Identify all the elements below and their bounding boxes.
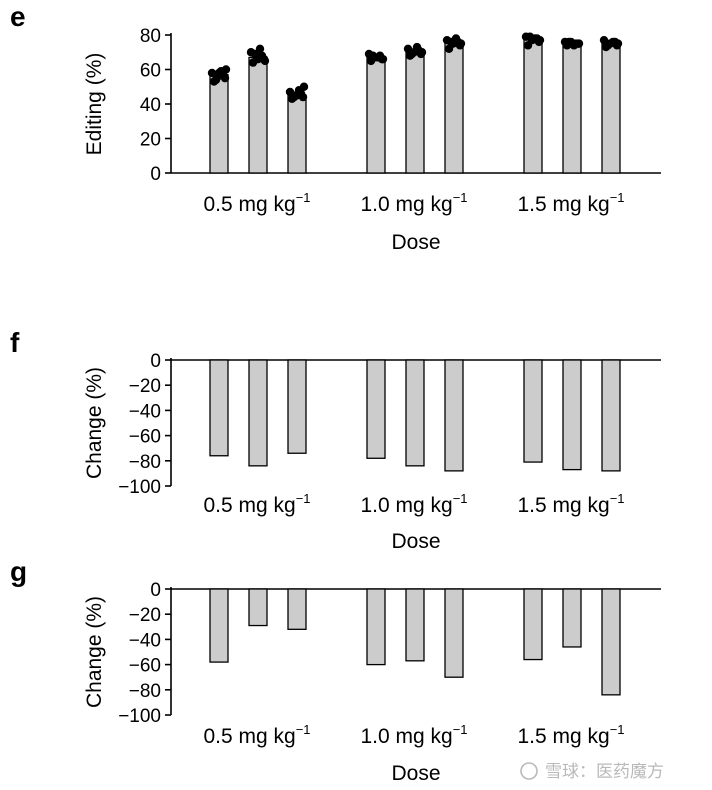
data-point bbox=[368, 51, 378, 60]
bar bbox=[523, 588, 543, 661]
x-axis-title: Dose bbox=[391, 762, 440, 785]
data-point bbox=[255, 44, 265, 53]
bar bbox=[444, 588, 464, 678]
category-label: 1.5 mg kg−1 bbox=[517, 190, 624, 216]
data-point bbox=[221, 65, 231, 74]
panel-letter: e bbox=[10, 1, 26, 32]
y-tick-label: 0 bbox=[150, 351, 161, 372]
bar bbox=[562, 42, 582, 174]
watermark: 雪球：医药魔方 bbox=[520, 762, 664, 782]
y-tick-label: 0 bbox=[150, 164, 161, 185]
data-point bbox=[446, 37, 456, 47]
data-point bbox=[211, 75, 221, 85]
data-point bbox=[207, 68, 217, 78]
y-tick-label: −20 bbox=[129, 376, 161, 397]
bar bbox=[209, 74, 229, 174]
category-label: 1.0 mg kg−1 bbox=[360, 190, 467, 216]
y-tick-label: 80 bbox=[140, 26, 161, 47]
y-axis-title: Change (%) bbox=[83, 596, 106, 708]
bar bbox=[562, 359, 582, 471]
bar bbox=[287, 588, 307, 630]
category-label: 0.5 mg kg−1 bbox=[203, 722, 310, 748]
bar bbox=[366, 588, 386, 666]
bar bbox=[523, 359, 543, 463]
category-label: 1.5 mg kg−1 bbox=[517, 491, 624, 517]
data-point bbox=[613, 39, 623, 48]
category-label: 0.5 mg kg−1 bbox=[203, 491, 310, 517]
data-point bbox=[407, 49, 417, 59]
bar bbox=[209, 359, 229, 457]
data-point bbox=[603, 41, 613, 50]
data-point bbox=[564, 37, 574, 47]
category-label: 0.5 mg kg−1 bbox=[203, 190, 310, 216]
panel-e: e Editing (%) 0 20 40 60 80 0.5 mg kg−1 1.0 mg k… bbox=[10, 1, 661, 254]
data-point bbox=[378, 54, 388, 64]
panel-f: f Change (%) 0 −20 −40 −60 −80 −100 0.5 mg kg−1 1… bbox=[10, 327, 661, 553]
data-point bbox=[299, 82, 309, 91]
snowball-logo-icon bbox=[520, 762, 538, 780]
panel-letter: f bbox=[10, 327, 20, 358]
data-point bbox=[417, 48, 427, 57]
watermark-text: 雪球：医药魔方 bbox=[545, 762, 664, 782]
y-tick-label: −100 bbox=[118, 706, 161, 727]
data-point bbox=[412, 42, 422, 52]
bar bbox=[444, 41, 464, 174]
bar bbox=[287, 359, 307, 454]
y-tick-label: −40 bbox=[129, 401, 161, 422]
panel-letter: g bbox=[10, 556, 27, 587]
data-point bbox=[260, 56, 270, 66]
bar bbox=[405, 51, 425, 174]
bar bbox=[601, 588, 621, 696]
y-tick-label: −60 bbox=[129, 427, 161, 448]
y-axis-title: Editing (%) bbox=[83, 53, 106, 156]
bar bbox=[601, 42, 621, 174]
data-point bbox=[253, 54, 263, 64]
y-tick-label: −60 bbox=[129, 656, 161, 677]
bar bbox=[209, 588, 229, 663]
y-tick-label: −40 bbox=[129, 630, 161, 651]
bar bbox=[523, 37, 543, 174]
bar bbox=[405, 588, 425, 662]
bar bbox=[248, 359, 268, 467]
y-tick-label: −80 bbox=[129, 681, 161, 702]
y-tick-label: 40 bbox=[140, 95, 161, 116]
bar bbox=[562, 588, 582, 648]
x-axis-title: Dose bbox=[391, 231, 440, 254]
category-label: 1.0 mg kg−1 bbox=[360, 491, 467, 517]
y-axis-title: Change (%) bbox=[83, 367, 106, 479]
data-point bbox=[214, 68, 224, 78]
data-point bbox=[292, 91, 302, 100]
bar bbox=[601, 359, 621, 472]
data-point bbox=[535, 35, 545, 45]
data-point bbox=[525, 32, 535, 41]
bar bbox=[366, 56, 386, 174]
y-tick-label: −20 bbox=[129, 605, 161, 626]
bar bbox=[248, 56, 268, 174]
bar bbox=[444, 359, 464, 472]
x-axis-title: Dose bbox=[391, 530, 440, 553]
y-tick-label: 20 bbox=[140, 130, 161, 151]
bar bbox=[366, 359, 386, 459]
y-tick-label: 0 bbox=[150, 580, 161, 601]
data-point bbox=[456, 39, 466, 48]
data-point bbox=[574, 39, 584, 48]
y-tick-label: −100 bbox=[118, 477, 161, 498]
bar bbox=[248, 588, 268, 627]
y-tick-label: −80 bbox=[129, 452, 161, 473]
bar bbox=[405, 359, 425, 467]
panel-g: g Change (%) 0 −20 −40 −60 −80 −100 0.5 mg kg−1 1… bbox=[10, 556, 661, 785]
y-tick-label: 60 bbox=[140, 61, 161, 82]
bar bbox=[287, 94, 307, 174]
category-label: 1.5 mg kg−1 bbox=[517, 722, 624, 748]
category-label: 1.0 mg kg−1 bbox=[360, 722, 467, 748]
